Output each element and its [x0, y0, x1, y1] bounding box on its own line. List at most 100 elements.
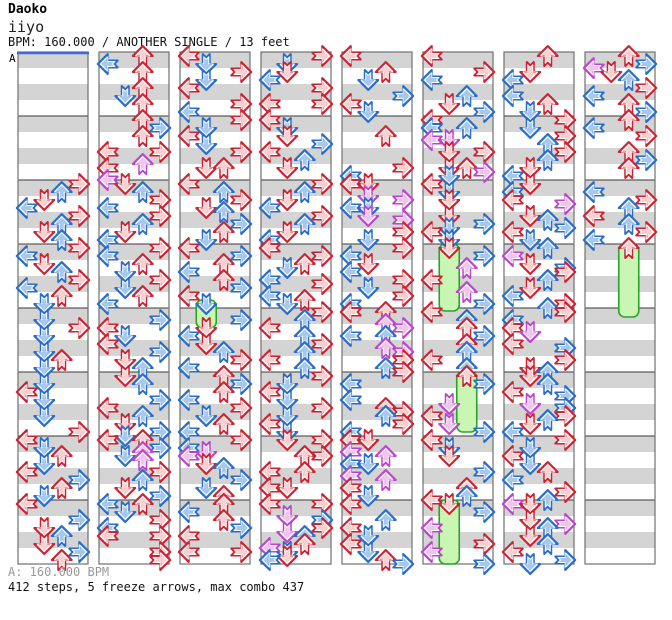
note-arrow-down: [438, 205, 461, 227]
note-arrow-right: [473, 161, 496, 183]
note-arrow-left: [15, 429, 38, 451]
note-arrow-down: [519, 393, 542, 415]
note-arrow-down: [276, 389, 299, 411]
note-arrow-left: [339, 493, 362, 515]
note-arrow-down: [519, 117, 542, 139]
note-arrow-down: [33, 373, 56, 395]
note-arrow-down: [114, 85, 137, 107]
note-arrow-right: [230, 469, 253, 491]
note-arrow-down: [519, 493, 542, 515]
note-arrow-up: [131, 125, 154, 147]
note-arrow-down: [276, 157, 299, 179]
note-arrow-left: [339, 93, 362, 115]
note-arrow-left: [96, 169, 119, 191]
note-arrow-right: [230, 141, 253, 163]
note-arrow-down: [438, 437, 461, 459]
note-arrow-down: [114, 349, 137, 371]
note-arrow-right: [473, 61, 496, 83]
note-arrow-left: [15, 381, 38, 403]
note-arrow-left: [420, 349, 443, 371]
note-arrow-up: [536, 461, 559, 483]
note-arrow-up: [293, 533, 316, 555]
note-arrow-down: [357, 525, 380, 547]
note-arrow-right: [68, 421, 91, 443]
note-arrow-down: [195, 229, 218, 251]
note-arrow-right: [311, 205, 334, 227]
note-arrow-up: [374, 405, 397, 427]
note-arrow-left: [177, 325, 200, 347]
note-arrow-up: [50, 181, 73, 203]
note-arrow-left: [177, 77, 200, 99]
note-arrow-left: [420, 45, 443, 67]
note-arrow-right: [68, 269, 91, 291]
note-arrow-left: [501, 381, 524, 403]
note-arrow-right: [392, 413, 415, 435]
note-arrow-right: [149, 237, 172, 259]
note-arrow-left: [15, 197, 38, 219]
note-arrow-right: [230, 213, 253, 235]
freeze-head-arrow-down: [195, 293, 218, 315]
note-arrow-left: [420, 269, 443, 291]
note-arrow-left: [258, 197, 281, 219]
note-arrow-left: [501, 221, 524, 243]
note-arrow-left: [15, 493, 38, 515]
note-arrow-down: [519, 453, 542, 475]
note-arrow-up: [131, 373, 154, 395]
note-arrow-right: [68, 509, 91, 531]
note-arrow-right: [554, 261, 577, 283]
note-arrow-left: [258, 549, 281, 571]
note-arrow-right: [473, 101, 496, 123]
note-arrow-down: [438, 445, 461, 467]
note-arrow-left: [177, 445, 200, 467]
note-arrow-right: [311, 301, 334, 323]
note-arrow-right: [230, 349, 253, 371]
note-arrow-right: [230, 245, 253, 267]
note-arrow-up: [617, 213, 640, 235]
note-arrow-up: [617, 157, 640, 179]
note-arrow-down: [33, 453, 56, 475]
chart-column: [422, 51, 494, 565]
note-arrow-right: [311, 133, 334, 155]
note-arrow-right: [554, 481, 577, 503]
note-arrow-up: [131, 405, 154, 427]
note-arrow-up: [536, 45, 559, 67]
note-arrow-down: [195, 133, 218, 155]
note-arrow-right: [230, 189, 253, 211]
note-arrow-up: [50, 445, 73, 467]
note-arrow-right: [392, 85, 415, 107]
note-arrow-right: [68, 541, 91, 563]
note-arrow-left: [582, 57, 605, 79]
note-arrow-left: [420, 221, 443, 243]
note-arrow-up: [212, 221, 235, 243]
note-arrow-right: [554, 193, 577, 215]
note-arrow-down: [438, 181, 461, 203]
note-arrow-down: [357, 253, 380, 275]
note-arrow-up: [50, 525, 73, 547]
note-arrow-right: [311, 245, 334, 267]
note-arrow-down: [195, 53, 218, 75]
note-arrow-right: [635, 125, 658, 147]
note-arrow-left: [501, 189, 524, 211]
note-arrow-down: [33, 253, 56, 275]
note-arrow-down: [438, 129, 461, 151]
note-arrow-right: [554, 405, 577, 427]
note-arrow-right: [311, 517, 334, 539]
note-arrow-left: [15, 245, 38, 267]
note-arrow-left: [258, 381, 281, 403]
note-arrow-left: [501, 541, 524, 563]
note-arrow-left: [258, 413, 281, 435]
note-arrow-down: [519, 357, 542, 379]
note-arrow-right: [473, 325, 496, 347]
note-arrow-down: [195, 317, 218, 339]
note-arrow-right: [473, 141, 496, 163]
note-arrow-down: [114, 261, 137, 283]
note-arrow-right: [392, 361, 415, 383]
note-arrow-down: [195, 117, 218, 139]
note-arrow-right: [554, 429, 577, 451]
note-arrow-up: [536, 409, 559, 431]
song-title: iiyo: [8, 18, 45, 36]
note-arrow-up: [536, 533, 559, 555]
note-arrow-down: [276, 257, 299, 279]
note-arrow-left: [582, 205, 605, 227]
note-arrow-up: [50, 349, 73, 371]
